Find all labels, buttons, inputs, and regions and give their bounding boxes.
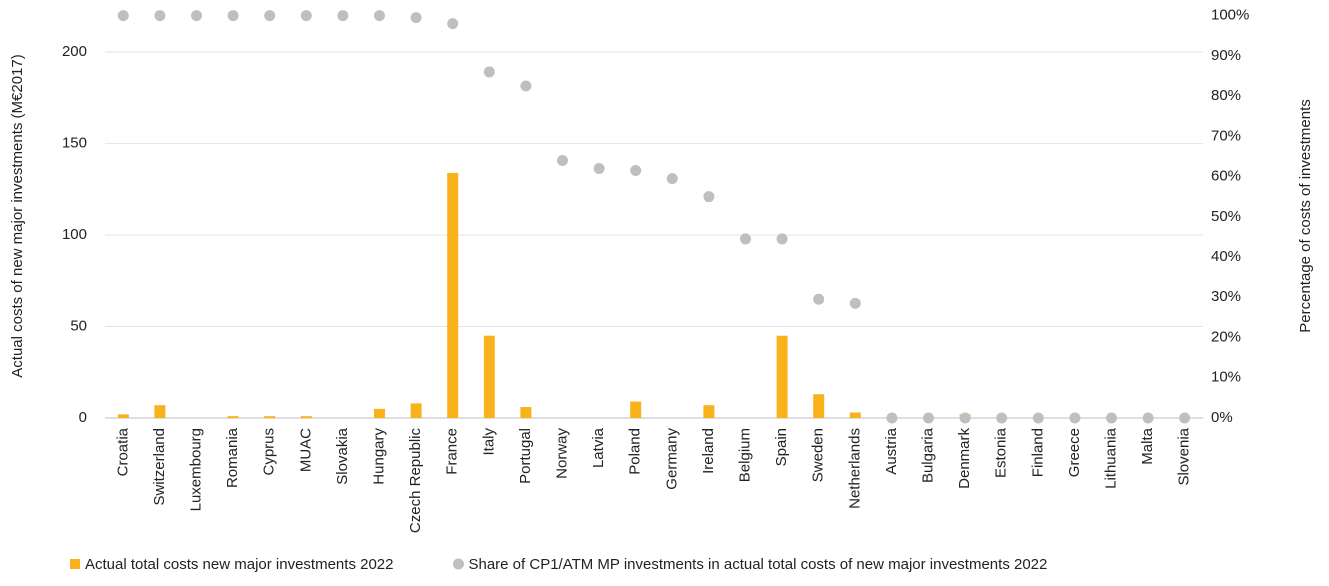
bar — [300, 416, 312, 418]
bar — [374, 408, 385, 418]
bar — [410, 403, 422, 418]
y2-tick-label: 80% — [1211, 87, 1241, 104]
point — [630, 165, 642, 177]
x-tick-label: Sweden — [810, 428, 827, 482]
point — [1106, 412, 1117, 424]
x-tick-label: MUAC — [297, 428, 314, 472]
point — [1142, 412, 1154, 424]
y-tick-label: 50 — [70, 318, 87, 335]
point — [1069, 412, 1081, 424]
bar — [483, 335, 495, 418]
x-tick-label: Malta — [1139, 427, 1156, 464]
point — [191, 10, 202, 22]
point — [849, 297, 861, 309]
point — [117, 10, 129, 22]
point — [337, 10, 349, 22]
point — [227, 10, 239, 22]
point — [813, 293, 825, 305]
bar — [849, 412, 861, 418]
legend-swatch — [70, 559, 80, 569]
x-tick-label: Luxembourg — [187, 428, 204, 511]
point — [1179, 412, 1191, 424]
y2-tick-label: 50% — [1211, 208, 1241, 225]
x-tick-label: Belgium — [736, 428, 753, 482]
bar — [520, 407, 532, 418]
x-tick-label: Greece — [1066, 428, 1083, 477]
legend-swatch — [452, 558, 464, 570]
point — [740, 233, 751, 245]
bar — [117, 414, 129, 418]
y-tick-label: 100 — [62, 226, 87, 243]
bar — [703, 405, 715, 418]
x-tick-label: Poland — [627, 428, 644, 475]
x-tick-label: Ireland — [700, 428, 717, 474]
point — [447, 18, 459, 30]
bar — [776, 335, 788, 418]
y-axis-label: Actual costs of new major investments (M… — [9, 54, 26, 377]
y2-tick-label: 60% — [1211, 168, 1241, 185]
point — [154, 10, 166, 22]
x-tick-label: Croatia — [114, 427, 131, 476]
x-tick-label: Norway — [553, 428, 570, 479]
point — [557, 154, 568, 166]
y-tick-label: 150 — [62, 135, 87, 152]
point — [959, 412, 971, 424]
bar — [264, 416, 276, 418]
x-tick-label: Slovenia — [1176, 427, 1193, 485]
x-tick-label: Finland — [1029, 428, 1046, 477]
point — [264, 10, 276, 22]
bar — [154, 405, 166, 418]
legend-label: Share of CP1/ATM MP investments in actua… — [468, 556, 1047, 573]
x-tick-label: Cyprus — [261, 428, 278, 476]
y2-tick-label: 70% — [1211, 127, 1241, 144]
x-tick-label: Hungary — [370, 428, 387, 485]
point — [886, 412, 898, 424]
point — [593, 163, 605, 175]
x-tick-label: Spain — [773, 428, 790, 466]
point — [483, 66, 495, 78]
x-tick-label: Portugal — [517, 428, 534, 484]
y-tick-label: 0 — [79, 409, 87, 426]
point — [666, 173, 678, 185]
x-tick-label: Lithuania — [1102, 427, 1119, 489]
x-tick-label: Estonia — [993, 427, 1010, 478]
point — [374, 10, 385, 22]
x-tick-label: Austria — [883, 427, 900, 474]
y2-tick-label: 20% — [1211, 328, 1241, 345]
y2-tick-label: 100% — [1211, 7, 1249, 24]
bar — [813, 394, 825, 418]
point — [520, 80, 532, 92]
x-tick-label: Netherlands — [846, 428, 863, 509]
y2-tick-label: 40% — [1211, 248, 1241, 265]
y-tick-label: 200 — [62, 43, 87, 60]
x-tick-label: Latvia — [590, 427, 607, 468]
y2-tick-label: 0% — [1211, 409, 1233, 426]
x-tick-label: Switzerland — [151, 428, 168, 506]
y2-tick-label: 90% — [1211, 47, 1241, 64]
point — [1032, 412, 1044, 424]
bar — [447, 172, 459, 418]
x-tick-label: Bulgaria — [919, 427, 936, 483]
x-tick-label: Denmark — [956, 428, 973, 489]
x-tick-label: Italy — [480, 428, 497, 456]
y2-tick-label: 10% — [1211, 369, 1241, 386]
x-tick-label: Germany — [663, 428, 680, 490]
x-tick-label: Romania — [224, 427, 241, 488]
x-tick-label: Slovakia — [334, 427, 351, 484]
legend-label: Actual total costs new major investments… — [85, 556, 393, 573]
x-tick-label: France — [444, 428, 461, 475]
x-tick-label: Czech Republic — [407, 428, 424, 534]
y2-tick-label: 30% — [1211, 288, 1241, 305]
bar — [227, 416, 239, 418]
point — [996, 412, 1008, 424]
point — [923, 412, 934, 424]
y2-axis-label: Percentage of costs of investments — [1297, 99, 1314, 332]
bar — [630, 401, 642, 418]
point — [776, 233, 788, 245]
point — [300, 10, 312, 22]
point — [703, 191, 715, 203]
point — [410, 12, 422, 24]
